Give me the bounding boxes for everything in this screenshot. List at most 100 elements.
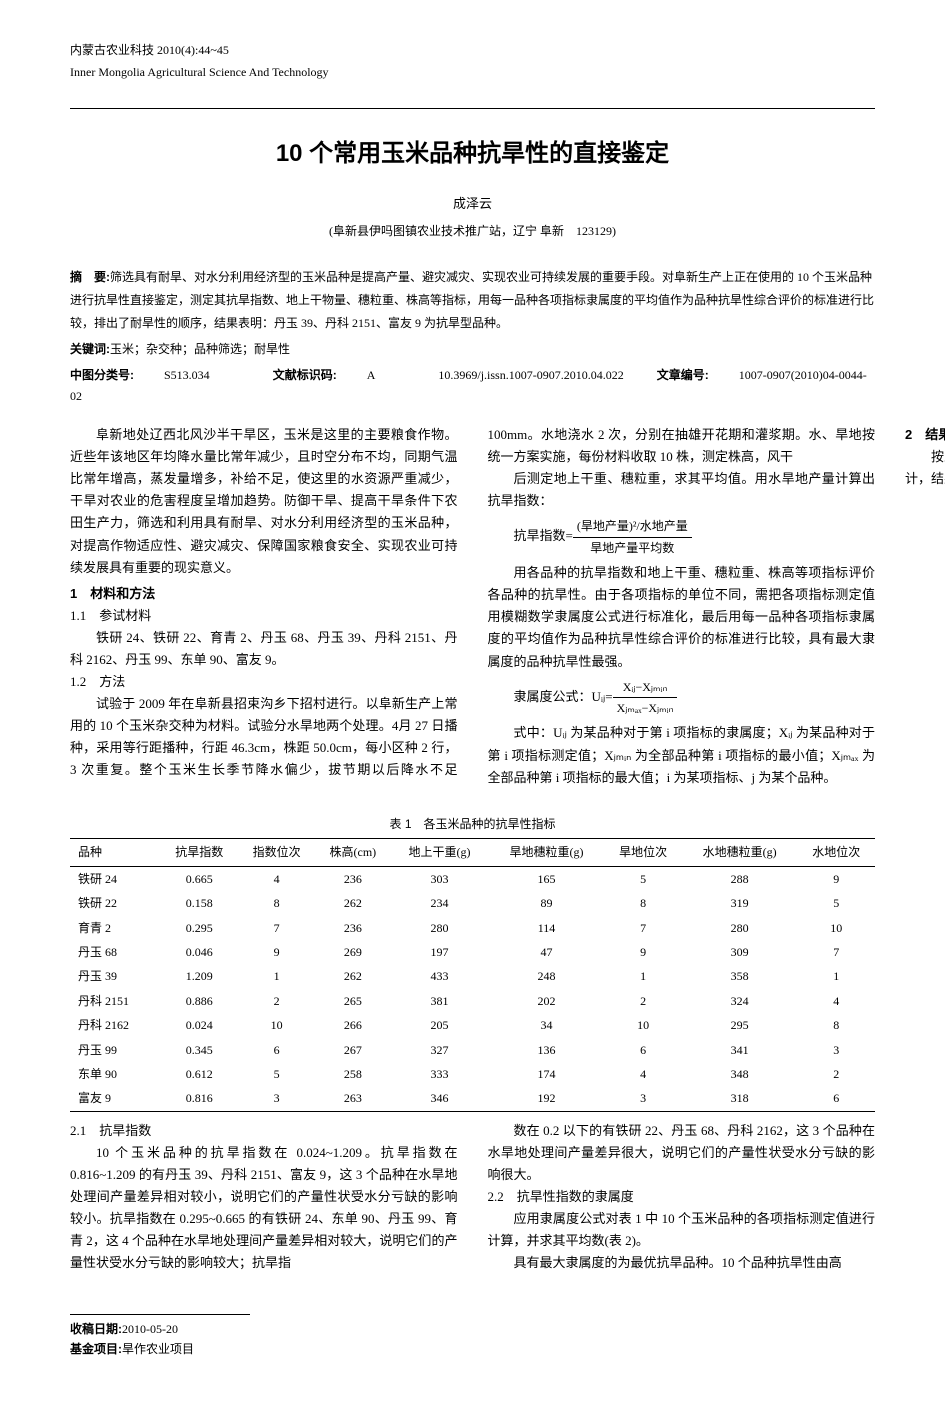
after-p1: 10 个玉米品种的抗旱指数在 0.024~1.209。抗旱指数在 0.816~1… — [70, 1142, 458, 1275]
table-cell: 263 — [315, 1086, 390, 1111]
subsection-1-2: 1.2 方法 — [70, 671, 458, 693]
table-row: 丹科 21620.0241026620534102958 — [70, 1013, 875, 1037]
journal-en: Inner Mongolia Agricultural Science And … — [70, 62, 875, 82]
abstract-label: 摘 要: — [70, 270, 110, 284]
table-row: 富友 90.816326334619233186 — [70, 1086, 875, 1111]
table-cell: 303 — [390, 866, 488, 891]
table-cell: 324 — [682, 989, 798, 1013]
table-cell: 铁研 22 — [70, 891, 161, 915]
table-cell: 4 — [604, 1062, 681, 1086]
table-cell: 269 — [315, 940, 390, 964]
table-cell: 295 — [682, 1013, 798, 1037]
formula1-num: (旱地产量)²/水地产量 — [573, 516, 692, 537]
formula2-den: Xⱼₘₐₓ−Xⱼₘᵢₙ — [613, 698, 678, 718]
table1-col-header: 株高(cm) — [315, 839, 390, 866]
table-cell: 34 — [489, 1013, 605, 1037]
received-date-label: 收稿日期: — [70, 1322, 122, 1336]
table-cell: 丹科 2162 — [70, 1013, 161, 1037]
table-cell: 6 — [238, 1038, 315, 1062]
table1-col-header: 旱地穗粒重(g) — [489, 839, 605, 866]
table-cell: 47 — [489, 940, 605, 964]
table-cell: 7 — [238, 916, 315, 940]
doc-code: A — [367, 368, 376, 382]
classification-line: 中图分类号:S513.034 文献标识码:A 10.3969/j.issn.10… — [70, 365, 875, 406]
table-cell: 4 — [798, 989, 875, 1013]
table-cell: 1 — [238, 964, 315, 988]
table-cell: 丹玉 68 — [70, 940, 161, 964]
right-p2: 用各品种的抗旱指数和地上干重、穗粒重、株高等项指标评价各品种的抗旱性。由于各项指… — [488, 562, 876, 672]
table1: 品种抗旱指数指数位次株高(cm)地上干重(g)旱地穗粒重(g)旱地位次水地穗粒重… — [70, 838, 875, 1111]
table-cell: 0.612 — [161, 1062, 238, 1086]
table-row: 铁研 220.15882622348983195 — [70, 891, 875, 915]
table-cell: 富友 9 — [70, 1086, 161, 1111]
table-cell: 318 — [682, 1086, 798, 1111]
table-cell: 0.024 — [161, 1013, 238, 1037]
fund-text: 旱作农业项目 — [122, 1342, 194, 1356]
table-cell: 348 — [682, 1062, 798, 1086]
table-cell: 319 — [682, 891, 798, 915]
table-cell: 202 — [489, 989, 605, 1013]
table-cell: 东单 90 — [70, 1062, 161, 1086]
doc-code-label: 文献标识码: — [273, 368, 337, 382]
subsection-2-1: 2.1 抗旱指数 — [70, 1120, 458, 1142]
table-cell: 267 — [315, 1038, 390, 1062]
table-row: 丹玉 391.209126243324813581 — [70, 964, 875, 988]
table-cell: 262 — [315, 964, 390, 988]
table-cell: 10 — [798, 916, 875, 940]
table-cell: 236 — [315, 916, 390, 940]
table-cell: 丹玉 99 — [70, 1038, 161, 1062]
table-cell: 266 — [315, 1013, 390, 1037]
table-cell: 7 — [798, 940, 875, 964]
table-cell: 4 — [238, 866, 315, 891]
table-cell: 333 — [390, 1062, 488, 1086]
footer: 收稿日期:2010-05-20 基金项目:旱作农业项目 — [70, 1308, 875, 1360]
section-2-heading: 2 结果与分析 — [905, 424, 945, 446]
affiliation: (阜新县伊吗图镇农业技术推广站，辽宁 阜新 123129) — [70, 221, 875, 241]
table-cell: 0.295 — [161, 916, 238, 940]
table-cell: 1.209 — [161, 964, 238, 988]
body-columns-bottom: 2.1 抗旱指数 10 个玉米品种的抗旱指数在 0.024~1.209。抗旱指数… — [70, 1120, 875, 1290]
table-cell: 174 — [489, 1062, 605, 1086]
table-cell: 丹科 2151 — [70, 989, 161, 1013]
table-cell: 258 — [315, 1062, 390, 1086]
table-cell: 0.345 — [161, 1038, 238, 1062]
table-cell: 3 — [604, 1086, 681, 1111]
table1-col-header: 品种 — [70, 839, 161, 866]
formula1-lhs: 抗旱指数= — [514, 528, 573, 543]
table-cell: 197 — [390, 940, 488, 964]
keywords: 关键词:玉米；杂交种；品种筛选；耐旱性 — [70, 338, 875, 361]
table-cell: 9 — [604, 940, 681, 964]
table-cell: 192 — [489, 1086, 605, 1111]
table-row: 丹科 21510.886226538120223244 — [70, 989, 875, 1013]
table-cell: 育青 2 — [70, 916, 161, 940]
table-cell: 433 — [390, 964, 488, 988]
table1-col-header: 地上干重(g) — [390, 839, 488, 866]
table-cell: 341 — [682, 1038, 798, 1062]
table-cell: 2 — [238, 989, 315, 1013]
table-cell: 丹玉 39 — [70, 964, 161, 988]
table-cell: 8 — [798, 1013, 875, 1037]
abstract: 摘 要:筛选具有耐旱、对水分利用经济型的玉米品种是提高产量、避灾减灾、实现农业可… — [70, 266, 875, 334]
table-cell: 6 — [798, 1086, 875, 1111]
table-cell: 114 — [489, 916, 605, 940]
table-cell: 1 — [798, 964, 875, 988]
table-cell: 165 — [489, 866, 605, 891]
table-cell: 0.046 — [161, 940, 238, 964]
formula-drought-index: 抗旱指数=(旱地产量)²/水地产量旱地产量平均数 — [488, 516, 876, 558]
table1-col-header: 水地穗粒重(g) — [682, 839, 798, 866]
table-cell: 327 — [390, 1038, 488, 1062]
section-1-heading: 1 材料和方法 — [70, 583, 458, 605]
table-cell: 288 — [682, 866, 798, 891]
table-row: 东单 900.612525833317443482 — [70, 1062, 875, 1086]
subsection-2-2: 2.2 抗旱性指数的隶属度 — [488, 1186, 876, 1208]
table-cell: 3 — [238, 1086, 315, 1111]
table-cell: 265 — [315, 989, 390, 1013]
fund-label: 基金项目: — [70, 1342, 122, 1356]
table-cell: 0.158 — [161, 891, 238, 915]
table-cell: 8 — [238, 891, 315, 915]
after-p2: 数在 0.2 以下的有铁研 22、丹玉 68、丹科 2162，这 3 个品种在水… — [488, 1120, 876, 1186]
table-cell: 346 — [390, 1086, 488, 1111]
right-p3: 式中：Uᵢⱼ 为某品种对于第 i 项指标的隶属度；Xᵢⱼ 为某品种对于第 i 项… — [488, 722, 876, 788]
table-cell: 10 — [238, 1013, 315, 1037]
table-row: 铁研 240.665423630316552889 — [70, 866, 875, 891]
